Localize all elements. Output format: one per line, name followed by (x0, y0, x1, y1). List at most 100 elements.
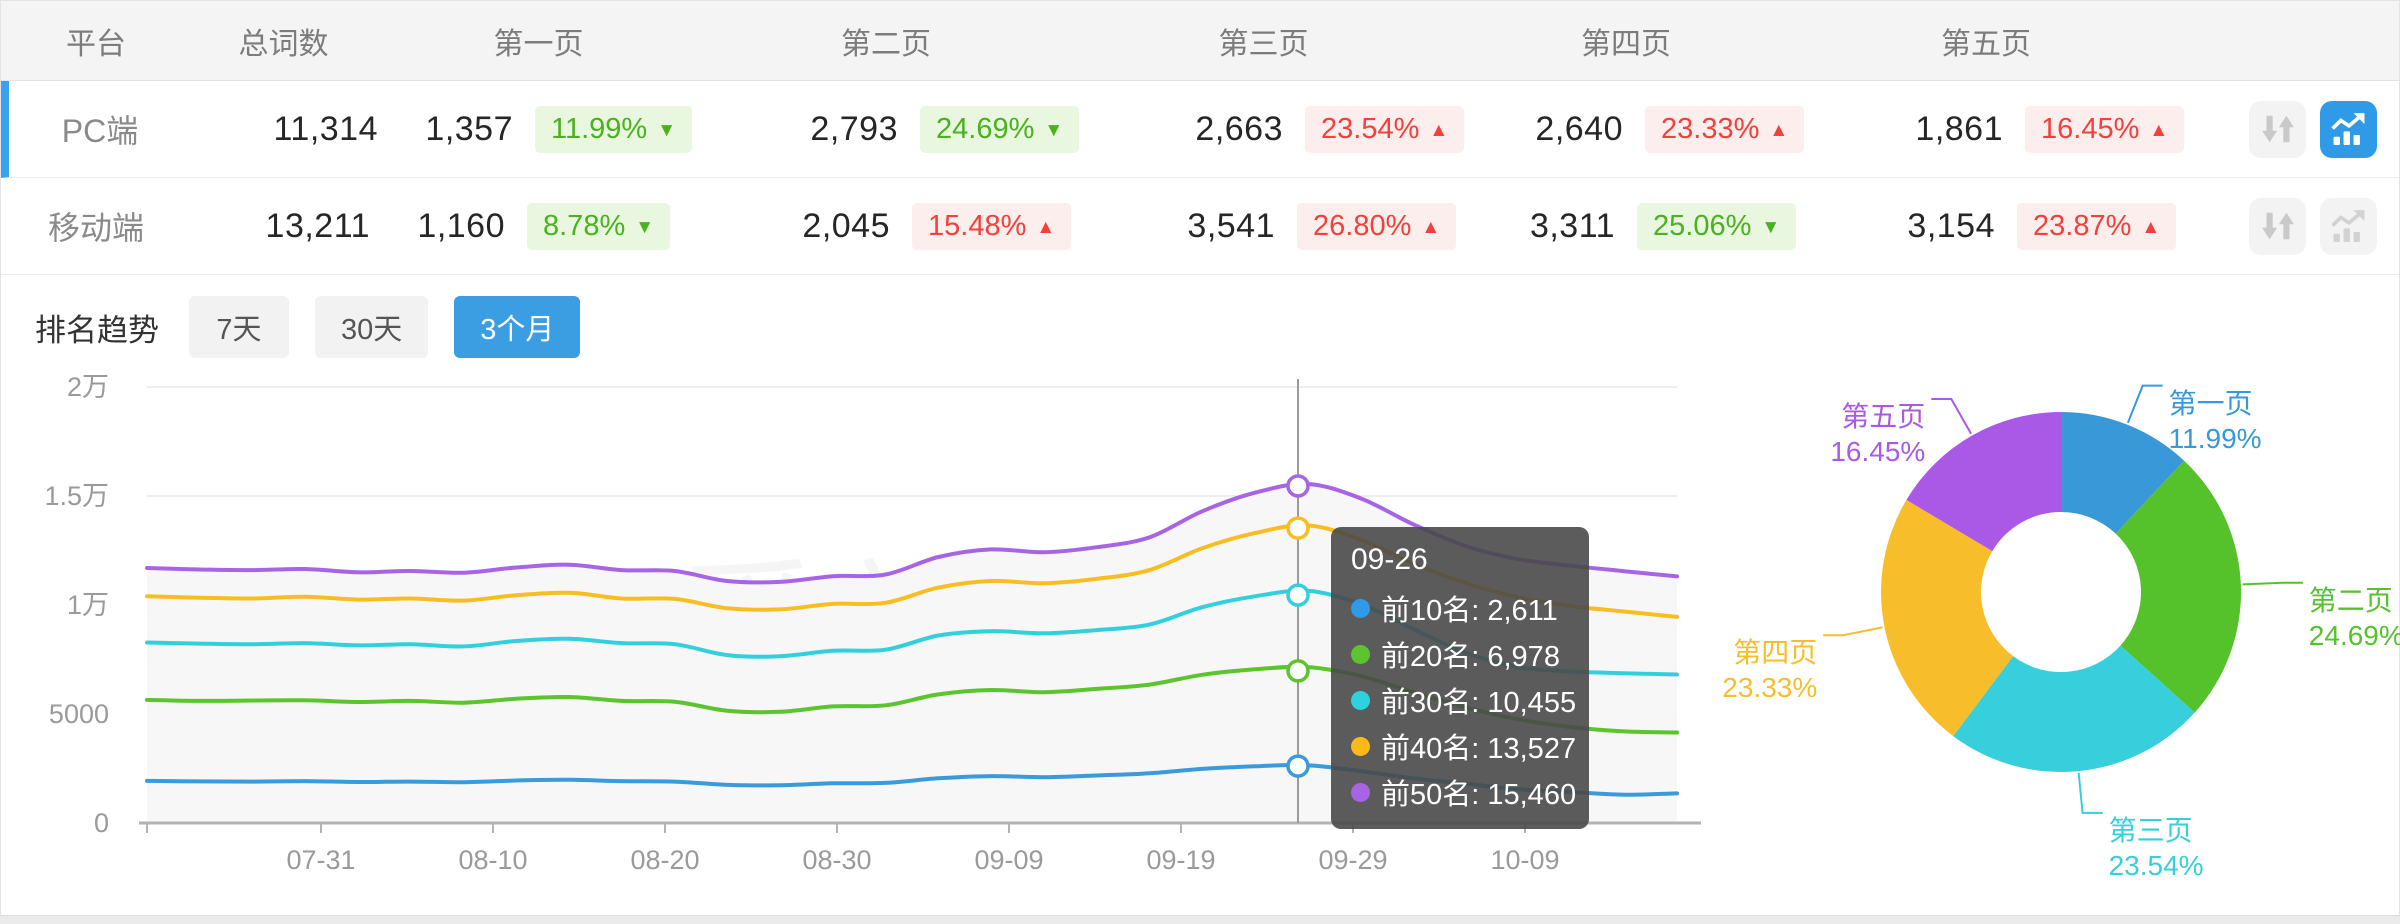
donut-label-第四页: 第四页 23.33% (1722, 635, 1817, 705)
col-header-page3: 第三页 (1218, 27, 1309, 61)
donut-slice-第二页[interactable] (2115, 460, 2242, 713)
series-line-前50名 (145, 481, 1679, 585)
col-header-page5: 第五页 (1941, 27, 2031, 61)
sort-button[interactable] (2249, 197, 2306, 255)
tooltip-item-text: 前20名: 6,978 (1381, 641, 1560, 673)
arrow-up-icon: ▲ (2141, 216, 2161, 238)
tooltip-item-text: 前40名: 13,527 (1381, 733, 1577, 765)
hover-marker-前40名 (1286, 516, 1310, 540)
page4-change-badge: 25.06% ▼ (1621, 202, 1797, 250)
arrow-up-icon: ▲ (1429, 119, 1449, 141)
tab-7days[interactable]: 7天 (189, 296, 289, 358)
arrow-up-icon: ▲ (1769, 119, 1789, 141)
row-actions (2184, 100, 2399, 158)
leader-line-第一页 (2126, 384, 2163, 424)
arrow-up-icon: ▲ (1421, 216, 1441, 238)
rank-trend-line-chart[interactable]: 0 5000 1万 1.5万 2万 07-31 08-10 08-20 08-30 09-09 09… (1, 359, 1741, 911)
donut-label-name: 第四页 (1733, 637, 1818, 669)
tooltip-item-text: 前30名: 10,455 (1381, 687, 1577, 719)
col-header-total: 总词数 (238, 27, 329, 61)
tooltip-item-text: 前50名: 15,460 (1381, 779, 1577, 811)
page4-count: 2,640 (1535, 109, 1623, 148)
arrow-down-icon: ▼ (657, 119, 677, 141)
col-header-page4: 第四页 (1581, 27, 1671, 61)
y-axis-tick-label: 0 (94, 808, 109, 838)
col-header-platform: 平台 (66, 27, 126, 61)
rank-table-header: 平台 总词数 第一页 第二页 第三页 第四页 第五页 (1, 1, 2399, 81)
page2-change-pct: 24.69% (936, 112, 1035, 145)
series-dot-icon (1351, 644, 1370, 664)
donut-slice-第一页[interactable] (2061, 412, 2185, 534)
total-words-value: 11,314 (273, 109, 378, 148)
area-fill (147, 483, 1677, 823)
page5-change-pct: 23.87% (2033, 209, 2132, 242)
show-trend-chart-button[interactable] (2320, 197, 2377, 255)
arrow-down-icon: ▼ (635, 216, 655, 238)
y-axis-tick-label: 2万 (67, 372, 109, 402)
leader-line-第二页 (2242, 581, 2303, 586)
tooltip-item-前50名: 前50名: 15,460 (1351, 769, 1576, 815)
page-distribution-donut-chart[interactable] (1741, 359, 2400, 911)
tab-30days[interactable]: 30天 (315, 296, 429, 358)
page2-count: 2,045 (802, 206, 890, 245)
arrow-up-icon: ▲ (2149, 119, 2169, 141)
hover-marker-前50名 (1286, 474, 1310, 498)
hover-marker-前30名 (1286, 583, 1310, 607)
donut-label-name: 第一页 (2168, 387, 2253, 419)
trend-chart-icon (2330, 112, 2364, 145)
x-axis-tick-label: 10-09 (1490, 845, 1559, 875)
series-dot-icon (1351, 782, 1370, 802)
donut-label-第二页: 第二页 24.69% (2309, 583, 2400, 653)
donut-slice-第三页[interactable] (1953, 645, 2195, 773)
page3-change-pct: 23.54% (1321, 112, 1420, 145)
trend-title: 排名趋势 (35, 312, 159, 348)
tooltip-item-前40名: 前40名: 13,527 (1351, 723, 1576, 769)
donut-label-name: 第三页 (2108, 814, 2193, 846)
tooltip-item-前20名: 前20名: 6,978 (1351, 631, 1569, 677)
page4-change-pct: 25.06% (1653, 209, 1752, 242)
arrow-down-icon: ▼ (1761, 216, 1781, 238)
page3-count: 3,541 (1187, 206, 1275, 245)
y-axis-tick-label: 1万 (67, 590, 109, 620)
rank-table-body: PC端 11,314 1,357 11.99% ▼ 2,793 24.69% ▼ 2,… (1, 81, 2399, 275)
trend-chart-icon (2330, 209, 2364, 242)
page1-change-badge: 8.78% ▼ (511, 202, 701, 250)
page1-change-badge: 11.99% ▼ (519, 105, 709, 153)
table-row-pc[interactable]: PC端 11,314 1,357 11.99% ▼ 2,793 24.69% ▼ 2,… (1, 81, 2399, 178)
page3-change-badge: 26.80% ▲ (1281, 202, 1457, 250)
page4-count: 3,311 (1529, 206, 1615, 245)
donut-slice-第五页[interactable] (1906, 412, 2061, 552)
show-trend-chart-button[interactable] (2320, 100, 2377, 158)
leader-line-第四页 (1823, 626, 1883, 637)
x-axis-tick-label: 07-31 (286, 845, 355, 875)
donut-slice-第四页[interactable] (1881, 499, 2014, 737)
page5-change-badge: 16.45% ▲ (2009, 105, 2185, 153)
hover-marker-前20名 (1286, 659, 1310, 683)
hover-marker-前10名 (1286, 754, 1310, 778)
donut-label-name: 第五页 (1841, 400, 1926, 432)
x-axis-tick-label: 09-19 (1146, 845, 1215, 875)
table-row-mobile[interactable]: 移动端 13,211 1,160 8.78% ▼ 2,045 15.48% ▲ 3,5… (1, 178, 2399, 275)
x-axis-tick-label: 09-09 (974, 845, 1043, 875)
page1-change-pct: 11.99% (551, 112, 648, 145)
row-actions (2176, 197, 2399, 255)
page3-count: 2,663 (1195, 109, 1283, 148)
donut-label-name: 第二页 (2308, 584, 2393, 616)
sort-arrows-icon (2261, 212, 2294, 240)
tab-3months[interactable]: 3个月 (454, 296, 581, 358)
series-dot-icon (1351, 736, 1370, 756)
page3-change-pct: 26.80% (1313, 209, 1412, 242)
donut-label-第三页: 第三页 23.54% (2109, 813, 2204, 883)
donut-label-pct: 23.54% (2108, 849, 2204, 881)
series-dot-icon (1351, 598, 1370, 618)
x-axis-tick-label: 08-20 (630, 845, 699, 875)
sort-button[interactable] (2249, 100, 2306, 158)
donut-label-pct: 23.33% (1722, 672, 1818, 704)
tooltip-date: 09-26 (1351, 543, 1428, 576)
sort-arrows-icon (2261, 115, 2294, 143)
page5-count: 1,861 (1915, 109, 2003, 148)
donut-label-pct: 11.99% (2168, 422, 2262, 454)
x-axis-tick-label: 09-29 (1318, 845, 1387, 875)
page2-change-pct: 15.48% (928, 209, 1027, 242)
